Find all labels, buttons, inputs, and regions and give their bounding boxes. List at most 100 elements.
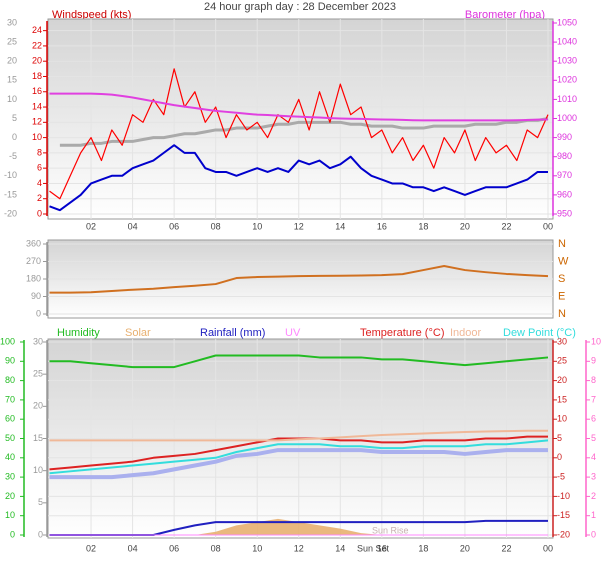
y-tick-label: 15 — [7, 75, 17, 85]
y-tick-label: -15 — [4, 189, 17, 199]
series-line — [59, 117, 549, 147]
x-tick-label: 10 — [252, 543, 262, 553]
y-tick-label: 360 — [26, 238, 41, 248]
x-tick-label: 22 — [501, 221, 511, 231]
y-tick-label: 0 — [38, 529, 43, 539]
y-tick-label: 10 — [591, 336, 601, 346]
direction-label: E — [558, 290, 565, 302]
x-tick-label: 04 — [128, 221, 138, 231]
y-tick-label: 8 — [37, 147, 42, 157]
series-line — [49, 92, 549, 122]
y-tick-label: 80 — [5, 375, 15, 385]
right-axis-label: Barometer (hpa) — [465, 9, 545, 21]
plot-area — [47, 18, 554, 220]
series-line — [49, 68, 549, 200]
legend-entry: Indoor — [450, 327, 482, 339]
series-line — [49, 448, 548, 480]
legend-entry: Solar — [125, 327, 151, 339]
x-tick-label: 20 — [460, 221, 470, 231]
y-tick-label: 50 — [5, 433, 15, 443]
y-tick-label: 270 — [26, 256, 41, 266]
y-tick-label: 20 — [33, 401, 43, 411]
x-tick-label: 14 — [335, 543, 345, 553]
direction-label: N — [558, 238, 566, 250]
y-tick-label: 4 — [37, 178, 42, 188]
x-tick-label: 22 — [501, 543, 511, 553]
y-tick-label: 2 — [591, 491, 596, 501]
legend-entry: Temperature (°C) — [360, 327, 444, 339]
y-tick-label: 15 — [557, 394, 567, 404]
x-tick-label: 02 — [86, 221, 96, 231]
y-tick-label: -20 — [4, 208, 17, 218]
y-tick-label: 90 — [5, 356, 15, 366]
series-area — [49, 518, 548, 535]
x-tick-label: 18 — [418, 221, 428, 231]
x-tick-label: 14 — [335, 221, 345, 231]
legend-entry: Rainfall (mm) — [200, 327, 265, 339]
x-tick-label: 06 — [169, 543, 179, 553]
y-tick-label: 1 — [591, 510, 596, 520]
left-axis-label: Windspeed (kts) — [52, 9, 131, 21]
y-tick-label: 70 — [5, 394, 15, 404]
x-tick-label: 10 — [252, 221, 262, 231]
y-tick-label: 3 — [591, 471, 596, 481]
x-tick-label: 08 — [211, 543, 221, 553]
y-tick-label: 990 — [557, 132, 572, 142]
y-tick-label: 60 — [5, 414, 15, 424]
y-tick-label: 100 — [0, 336, 15, 346]
series-line — [49, 439, 549, 475]
x-tick-label: 00 — [543, 221, 553, 231]
y-tick-label: 22 — [32, 40, 42, 50]
y-tick-label: 970 — [557, 170, 572, 180]
y-tick-label: 5 — [557, 433, 562, 443]
y-tick-label: 9 — [591, 356, 596, 366]
y-tick-label: 4 — [591, 452, 596, 462]
x-tick-label: 00 — [543, 543, 553, 553]
y-tick-label: 1040 — [557, 36, 577, 46]
x-tick-label: 16 — [377, 543, 387, 553]
y-tick-label: 8 — [591, 375, 596, 385]
y-tick-label: 30 — [33, 336, 43, 346]
y-tick-label: 10 — [7, 94, 17, 104]
y-tick-label: 950 — [557, 208, 572, 218]
y-tick-label: 7 — [591, 394, 596, 404]
y-tick-label: -10 — [557, 491, 570, 501]
x-tick-label: 04 — [128, 543, 138, 553]
y-tick-label: 5 — [12, 113, 17, 123]
legend-entry: Dew Point (°C) — [503, 327, 576, 339]
y-tick-label: 0 — [557, 452, 562, 462]
y-tick-label: 14 — [32, 101, 42, 111]
y-tick-label: 5 — [591, 433, 596, 443]
series-line — [49, 144, 548, 212]
legend-entry: Humidity — [57, 327, 100, 339]
y-tick-label: 1000 — [557, 113, 577, 123]
y-tick-label: 20 — [32, 56, 42, 66]
y-tick-label: -5 — [557, 471, 565, 481]
series-line — [49, 354, 549, 369]
y-tick-label: 25 — [557, 356, 567, 366]
y-tick-label: 0 — [37, 208, 42, 218]
direction-label: N — [558, 308, 566, 320]
direction-label: S — [558, 273, 565, 285]
y-tick-label: 20 — [5, 491, 15, 501]
y-tick-label: 960 — [557, 189, 572, 199]
annotation: Sun Rise — [372, 525, 409, 535]
y-tick-label: 6 — [591, 414, 596, 424]
y-tick-label: 0 — [36, 308, 41, 318]
y-tick-label: 40 — [5, 452, 15, 462]
y-tick-label: 20 — [557, 375, 567, 385]
y-tick-label: 20 — [7, 56, 17, 66]
y-tick-label: -5 — [9, 151, 17, 161]
y-tick-label: 30 — [557, 336, 567, 346]
y-tick-label: 5 — [38, 497, 43, 507]
y-tick-label: 25 — [33, 369, 43, 379]
y-tick-label: 0 — [12, 132, 17, 142]
y-tick-label: 6 — [37, 163, 42, 173]
x-tick-label: 02 — [86, 543, 96, 553]
y-tick-label: 18 — [32, 71, 42, 81]
y-tick-label: 30 — [7, 17, 17, 27]
x-tick-label: 08 — [211, 221, 221, 231]
y-tick-label: 2 — [37, 193, 42, 203]
y-tick-label: 1050 — [557, 17, 577, 27]
